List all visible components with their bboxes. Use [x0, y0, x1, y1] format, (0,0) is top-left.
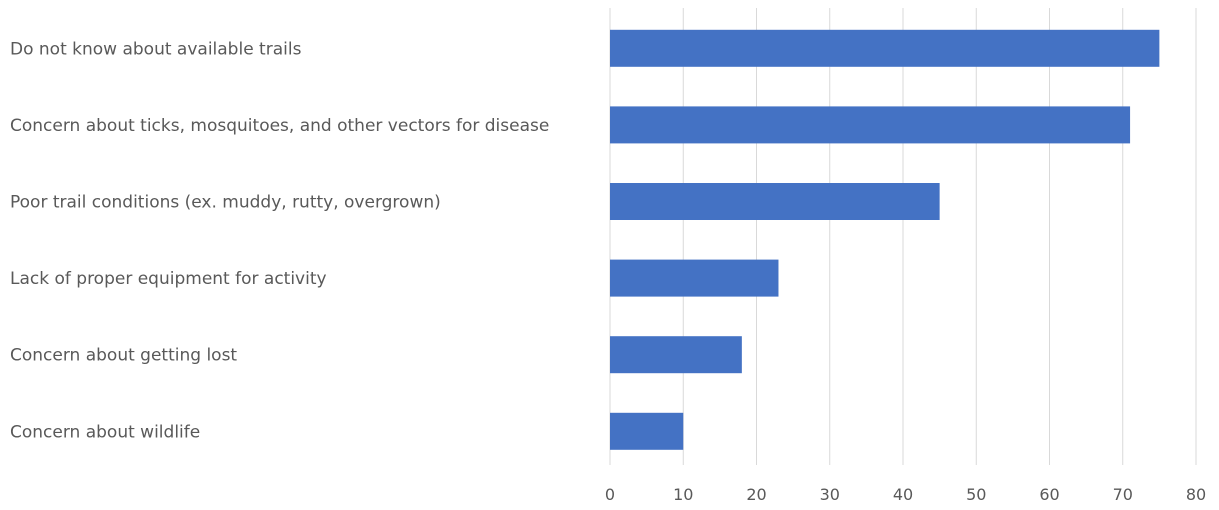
bar	[610, 29, 1160, 67]
x-tick-label: 70	[1113, 485, 1133, 504]
x-tick-label: 0	[605, 485, 615, 504]
gridlines	[609, 8, 1197, 465]
x-tick-label: 20	[746, 485, 766, 504]
x-tick-label: 30	[820, 485, 840, 504]
x-tick-label: 80	[1186, 485, 1206, 504]
category-label: Concern about ticks, mosquitoes, and oth…	[10, 116, 549, 136]
x-tick-label: 50	[966, 485, 986, 504]
bar	[610, 412, 684, 450]
bar	[610, 183, 940, 220]
bar	[610, 336, 742, 374]
x-tick-label: 10	[673, 485, 693, 504]
category-label: Concern about wildlife	[10, 422, 200, 442]
x-tick-label: 40	[893, 485, 913, 504]
x-tick-label: 60	[1039, 485, 1059, 504]
category-label: Concern about getting lost	[10, 346, 237, 366]
category-labels: Do not know about available trails Concer…	[10, 39, 549, 442]
bars	[610, 29, 1160, 450]
x-tick-labels: 0 10 20 30 40 50 60 70 80	[605, 485, 1206, 504]
category-label: Poor trail conditions (ex. muddy, rutty,…	[10, 193, 441, 213]
bar	[610, 106, 1131, 144]
bar	[610, 259, 779, 297]
category-label: Lack of proper equipment for activity	[10, 269, 327, 289]
category-label: Do not know about available trails	[10, 39, 302, 59]
